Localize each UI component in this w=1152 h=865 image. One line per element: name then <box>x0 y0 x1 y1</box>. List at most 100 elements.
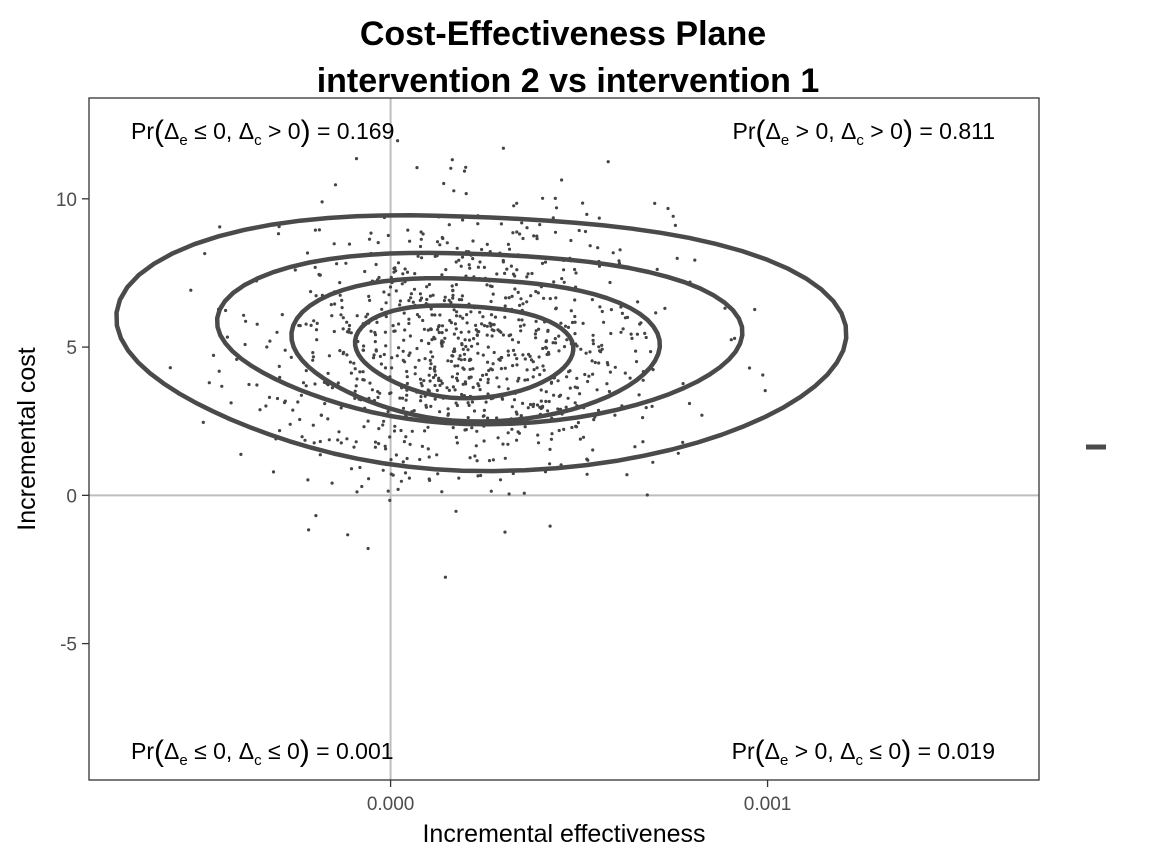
scatter-point <box>404 435 408 439</box>
scatter-point <box>386 409 390 414</box>
scatter-point <box>407 353 411 357</box>
scatter-point <box>255 383 259 387</box>
scatter-point <box>303 438 307 442</box>
scatter-point <box>363 269 367 274</box>
scatter-point <box>446 412 450 416</box>
scatter-point <box>355 314 359 318</box>
scatter-point <box>591 448 595 452</box>
scatter-point <box>392 266 396 271</box>
scatter-point <box>500 397 505 401</box>
scatter-point <box>515 201 519 205</box>
scatter-point <box>333 183 338 187</box>
scatter-point <box>529 294 533 298</box>
scatter-point <box>405 393 409 397</box>
scatter-point <box>422 379 426 383</box>
scatter-point <box>497 357 501 361</box>
scatter-point <box>570 425 574 430</box>
scatter-point <box>597 361 601 365</box>
scatter-point <box>467 375 471 379</box>
scatter-point <box>609 308 614 312</box>
scatter-point <box>520 318 524 322</box>
scatter-point <box>217 369 221 373</box>
scatter-point <box>401 396 405 400</box>
scatter-point <box>541 404 545 408</box>
x-axis: 0.000 0.001 <box>367 780 791 815</box>
density-contour-3 <box>289 275 663 424</box>
scatter-point <box>501 333 505 337</box>
scatter-point <box>326 371 330 375</box>
scatter-point <box>538 373 542 377</box>
scatter-point <box>562 427 566 431</box>
scatter-point <box>336 438 340 442</box>
scatter-point <box>304 322 308 326</box>
scatter-point <box>413 365 417 369</box>
scatter-point <box>581 321 585 325</box>
scatter-point <box>454 283 458 287</box>
scatter-point <box>384 315 388 319</box>
scatter-point <box>493 315 498 319</box>
scatter-point <box>459 264 463 268</box>
scatter-point <box>337 430 341 434</box>
scatter-point <box>429 404 433 408</box>
scatter-point <box>606 160 610 164</box>
scatter-point <box>317 228 321 232</box>
scatter-point <box>544 399 548 403</box>
scatter-point <box>412 409 416 413</box>
scatter-point <box>439 379 443 383</box>
scatter-point <box>503 304 507 308</box>
scatter-point <box>476 265 480 269</box>
scatter-point <box>354 157 359 161</box>
scatter-point <box>314 328 319 332</box>
scatter-point <box>282 401 287 405</box>
scatter-point <box>225 335 229 339</box>
scatter-point <box>541 364 545 368</box>
scatter-point <box>373 445 377 449</box>
scatter-point <box>306 478 310 482</box>
scatter-point <box>431 375 436 380</box>
scatter-point <box>548 524 552 528</box>
scatter-point <box>485 333 489 337</box>
scatter-point <box>277 364 281 368</box>
scatter-point <box>426 341 431 345</box>
scatter-point <box>478 388 482 392</box>
scatter-point <box>271 470 276 474</box>
scatter-point <box>379 362 383 366</box>
scatter-point <box>408 351 412 355</box>
scatter-point <box>595 388 599 392</box>
scatter-point <box>548 462 552 466</box>
scatter-point <box>478 310 482 314</box>
scatter-point <box>554 206 559 210</box>
scatter-point <box>347 242 352 246</box>
scatter-point <box>460 342 464 346</box>
scatter-point <box>415 313 420 317</box>
scatter-point <box>471 385 475 389</box>
scatter-point <box>428 358 432 362</box>
scatter-point <box>366 419 370 423</box>
scatter-point <box>436 472 440 476</box>
scatter-point <box>457 298 461 302</box>
scatter-point <box>473 454 477 458</box>
scatter-point <box>608 280 612 285</box>
scatter-point <box>446 407 450 411</box>
scatter-point <box>313 228 317 232</box>
scatter-point <box>519 329 523 333</box>
scatter-point <box>419 296 424 300</box>
scatter-point <box>542 368 546 372</box>
scatter-point <box>676 451 680 455</box>
scatter-point <box>376 390 380 394</box>
scatter-point <box>405 369 409 374</box>
scatter-point <box>433 365 437 369</box>
scatter-point <box>420 384 424 388</box>
scatter-point <box>573 401 577 405</box>
chart-subtitle: intervention 2 vs intervention 1 <box>317 62 820 100</box>
scatter-point <box>309 323 313 327</box>
scatter-point <box>507 296 511 300</box>
scatter-point <box>495 272 499 276</box>
scatter-point <box>476 342 480 346</box>
scatter-point <box>553 337 557 341</box>
scatter-point <box>517 376 521 380</box>
scatter-point <box>501 442 505 446</box>
scatter-point <box>472 409 477 413</box>
scatter-point <box>352 361 356 365</box>
scatter-point <box>547 352 551 356</box>
